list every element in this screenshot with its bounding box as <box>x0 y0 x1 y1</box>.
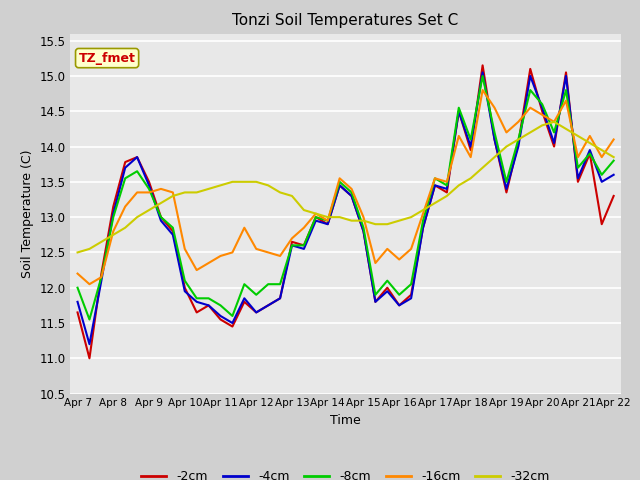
Legend: -2cm, -4cm, -8cm, -16cm, -32cm: -2cm, -4cm, -8cm, -16cm, -32cm <box>136 465 555 480</box>
Text: TZ_fmet: TZ_fmet <box>79 51 136 65</box>
X-axis label: Time: Time <box>330 414 361 427</box>
Title: Tonzi Soil Temperatures Set C: Tonzi Soil Temperatures Set C <box>232 13 459 28</box>
Y-axis label: Soil Temperature (C): Soil Temperature (C) <box>21 149 34 278</box>
